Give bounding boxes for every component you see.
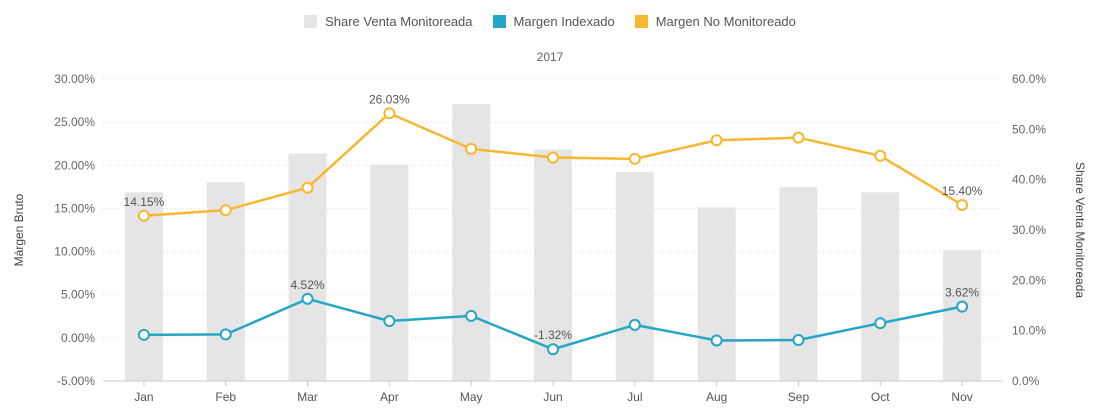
lines-layer bbox=[137, 107, 969, 356]
data-point bbox=[547, 343, 559, 356]
data-label: 4.52% bbox=[291, 278, 325, 292]
axes-layer: -5.00% 0.00% 5.00% 10.00% 15.00% 20.00% 25.00%… bbox=[12, 72, 1087, 404]
x-tick-label: Oct bbox=[871, 390, 890, 404]
right-tick-label: 30.0% bbox=[1012, 223, 1046, 237]
legend: Share Venta Monitoreada Margen Indexado … bbox=[0, 14, 1100, 29]
data-label: 26.03% bbox=[369, 92, 410, 106]
data-label: -1.32% bbox=[534, 328, 572, 342]
x-tick-label: Apr bbox=[380, 390, 399, 404]
x-tick-label: Aug bbox=[706, 390, 727, 404]
data-point bbox=[710, 134, 723, 147]
bar-share-venta bbox=[861, 192, 900, 381]
left-tick-label: 30.00% bbox=[54, 72, 95, 86]
data-point bbox=[547, 151, 559, 164]
data-point bbox=[219, 204, 232, 217]
data-point bbox=[301, 292, 314, 305]
x-tick-label: Mar bbox=[297, 390, 318, 404]
data-point bbox=[383, 107, 396, 120]
right-tick-label: 10.0% bbox=[1012, 324, 1046, 338]
x-tick-label: Nov bbox=[951, 390, 972, 404]
legend-label-margen-indexado: Margen Indexado bbox=[513, 14, 615, 29]
chart-subtitle: 2017 bbox=[536, 50, 564, 64]
left-tick-label: 0.00% bbox=[61, 331, 95, 345]
data-point bbox=[792, 334, 805, 347]
x-tick-label: May bbox=[460, 390, 483, 404]
data-point bbox=[219, 328, 232, 341]
data-point bbox=[874, 317, 887, 330]
labels-layer: 4.52% -1.32% 3.62% 14.15% 26.03% 15.40% bbox=[124, 92, 983, 342]
left-axis-title: Márgen Bruto bbox=[12, 193, 26, 266]
right-tick-label: 40.0% bbox=[1012, 173, 1046, 187]
bar-share-venta bbox=[779, 187, 818, 381]
data-point bbox=[628, 318, 641, 331]
left-tick-label: 10.00% bbox=[54, 245, 95, 259]
left-tick-label: 15.00% bbox=[54, 201, 95, 215]
data-label: 14.15% bbox=[124, 195, 165, 209]
x-tick-label: Jan bbox=[134, 390, 153, 404]
data-point bbox=[792, 131, 805, 144]
bar-share-venta bbox=[615, 172, 654, 381]
right-tick-label: 0.0% bbox=[1012, 374, 1040, 388]
x-tick-label: Jul bbox=[627, 390, 642, 404]
data-point bbox=[301, 181, 314, 194]
x-tick-label: Jun bbox=[543, 390, 562, 404]
data-point bbox=[137, 328, 150, 341]
data-point bbox=[465, 309, 478, 322]
legend-item-share-venta[interactable]: Share Venta Monitoreada bbox=[304, 14, 473, 29]
legend-item-margen-no-monitoreado[interactable]: Margen No Monitoreado bbox=[634, 14, 796, 29]
data-point bbox=[956, 198, 969, 211]
data-point bbox=[874, 149, 887, 162]
data-point bbox=[628, 152, 641, 165]
x-tick-label: Sep bbox=[788, 390, 810, 404]
right-tick-label: 50.0% bbox=[1012, 122, 1046, 136]
bars-layer bbox=[124, 104, 982, 382]
legend-swatch-margen-indexado bbox=[492, 15, 506, 28]
data-point bbox=[137, 209, 150, 222]
bar-share-venta bbox=[124, 192, 163, 381]
data-point bbox=[710, 334, 723, 347]
bar-share-venta bbox=[697, 207, 736, 381]
legend-swatch-share-venta bbox=[304, 15, 318, 28]
data-point bbox=[465, 142, 478, 155]
bar-share-venta bbox=[943, 250, 982, 381]
bar-share-venta bbox=[370, 164, 409, 381]
legend-swatch-margen-no-monitoreado bbox=[634, 15, 648, 28]
left-tick-label: -5.00% bbox=[57, 374, 95, 388]
bar-share-venta bbox=[534, 149, 572, 381]
right-tick-label: 20.0% bbox=[1012, 273, 1046, 287]
right-axis-title: Share Venta Monitoreada bbox=[1073, 162, 1087, 298]
left-tick-label: 25.00% bbox=[54, 115, 95, 129]
right-tick-label: 60.0% bbox=[1012, 72, 1046, 86]
data-label: 3.62% bbox=[945, 286, 979, 300]
data-point bbox=[956, 300, 969, 313]
data-point bbox=[383, 315, 396, 328]
x-tick-label: Feb bbox=[215, 390, 236, 404]
left-tick-label: 20.00% bbox=[54, 158, 95, 172]
data-label: 15.40% bbox=[942, 184, 983, 198]
legend-label-margen-no-monitoreado: Margen No Monitoreado bbox=[655, 14, 796, 29]
legend-label-share-venta: Share Venta Monitoreada bbox=[325, 14, 473, 29]
left-tick-label: 5.00% bbox=[61, 288, 95, 302]
legend-item-margen-indexado[interactable]: Margen Indexado bbox=[492, 14, 615, 29]
